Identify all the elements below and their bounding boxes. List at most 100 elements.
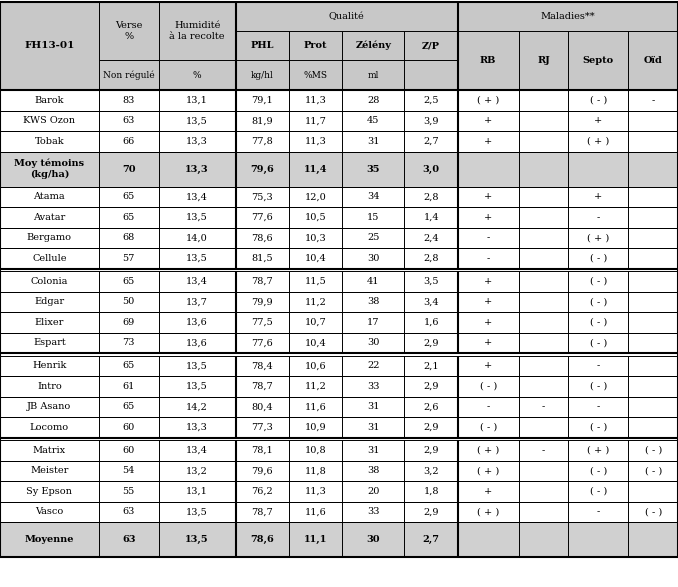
Text: 78,4: 78,4 [252,361,273,370]
Text: 41: 41 [367,276,380,286]
Text: 33: 33 [367,382,380,391]
Text: 3,5: 3,5 [423,276,439,286]
Text: 35: 35 [367,164,380,174]
Text: ( - ): ( - ) [479,423,497,432]
Text: ( + ): ( + ) [587,446,610,455]
Text: 65: 65 [123,361,135,370]
Text: 54: 54 [123,466,135,475]
Bar [0,312,678,332]
Text: ( + ): ( + ) [477,507,499,516]
Bar [0,271,678,292]
Text: 63: 63 [122,535,136,544]
Text: 10,8: 10,8 [305,446,326,455]
Text: -: - [487,254,490,263]
Text: 31: 31 [367,402,380,411]
Text: ( - ): ( - ) [590,487,607,496]
Text: Qualité: Qualité [329,12,365,21]
Text: 30: 30 [367,535,380,544]
Text: Colonia: Colonia [31,276,68,286]
Text: 78,1: 78,1 [252,446,273,455]
Text: 2,9: 2,9 [423,446,439,455]
Text: ( - ): ( - ) [590,338,607,348]
Text: ( + ): ( + ) [477,446,499,455]
Text: Non régulé: Non régulé [103,70,155,80]
Text: 57: 57 [123,254,135,263]
Text: Henrik: Henrik [32,361,66,370]
Text: Avatar: Avatar [33,212,66,222]
Text: 13,3: 13,3 [186,137,208,146]
Bar [0,207,678,228]
Text: 13,4: 13,4 [186,276,208,286]
Bar [0,2,678,90]
Text: 17: 17 [367,318,380,327]
Text: 14,2: 14,2 [186,402,208,411]
Text: 38: 38 [367,297,380,306]
Text: 13,4: 13,4 [186,446,208,455]
Text: 3,4: 3,4 [423,297,439,306]
Text: 75,3: 75,3 [252,193,273,201]
Text: 2,9: 2,9 [423,338,439,348]
Text: 2,1: 2,1 [423,361,439,370]
Text: 38: 38 [367,466,380,475]
Bar [0,110,678,131]
Text: 13,4: 13,4 [186,193,208,201]
Text: 2,5: 2,5 [423,96,439,104]
Text: +: + [484,276,492,286]
Text: ( - ): ( - ) [590,276,607,286]
Text: Locomo: Locomo [30,423,69,432]
Text: 2,7: 2,7 [422,535,439,544]
Bar [0,460,678,481]
Text: Prot: Prot [304,41,327,50]
Text: ( - ): ( - ) [590,96,607,104]
Text: 13,5: 13,5 [186,212,208,222]
Text: 13,7: 13,7 [186,297,208,306]
Text: 60: 60 [123,423,135,432]
Text: +: + [594,193,603,201]
Text: %: % [193,70,201,80]
Bar [0,481,678,501]
Text: 65: 65 [123,193,135,201]
Text: Tobak: Tobak [35,137,64,146]
Text: Verse
%: Verse % [115,21,142,41]
Text: 13,2: 13,2 [186,466,208,475]
Text: -: - [597,402,600,411]
Text: 31: 31 [367,137,380,146]
Bar [0,440,678,460]
Text: Elixer: Elixer [35,318,64,327]
Text: ( + ): ( + ) [477,96,499,104]
Text: Intro: Intro [37,382,62,391]
Text: 13,3: 13,3 [185,164,209,174]
Text: 10,6: 10,6 [305,361,326,370]
Text: 13,5: 13,5 [186,382,208,391]
Text: 63: 63 [123,116,135,125]
Text: 2,8: 2,8 [423,254,439,263]
Bar [0,131,678,151]
Text: 2,7: 2,7 [423,137,439,146]
Text: +: + [484,137,492,146]
Text: 78,6: 78,6 [250,535,274,544]
Text: +: + [484,297,492,306]
Text: 11,2: 11,2 [304,382,327,391]
Text: +: + [484,487,492,496]
Text: 77,8: 77,8 [252,137,273,146]
Text: ( - ): ( - ) [645,507,662,516]
Text: Cellule: Cellule [32,254,66,263]
Text: 65: 65 [123,212,135,222]
Text: 11,2: 11,2 [304,297,327,306]
Text: 11,4: 11,4 [304,164,327,174]
Text: 13,5: 13,5 [186,254,208,263]
Text: 63: 63 [123,507,135,516]
Text: 12,0: 12,0 [304,193,327,201]
Text: 11,8: 11,8 [304,466,327,475]
Text: %MS: %MS [304,70,327,80]
Text: Bergamo: Bergamo [27,233,72,242]
Text: Septo: Septo [582,56,614,65]
Text: +: + [484,361,492,370]
Text: KWS Ozon: KWS Ozon [23,116,75,125]
Text: 31: 31 [367,423,380,432]
Text: 25: 25 [367,233,380,242]
Text: 69: 69 [123,318,135,327]
Text: Espart: Espart [33,338,66,348]
Text: 77,3: 77,3 [252,423,273,432]
Text: 2,9: 2,9 [423,382,439,391]
